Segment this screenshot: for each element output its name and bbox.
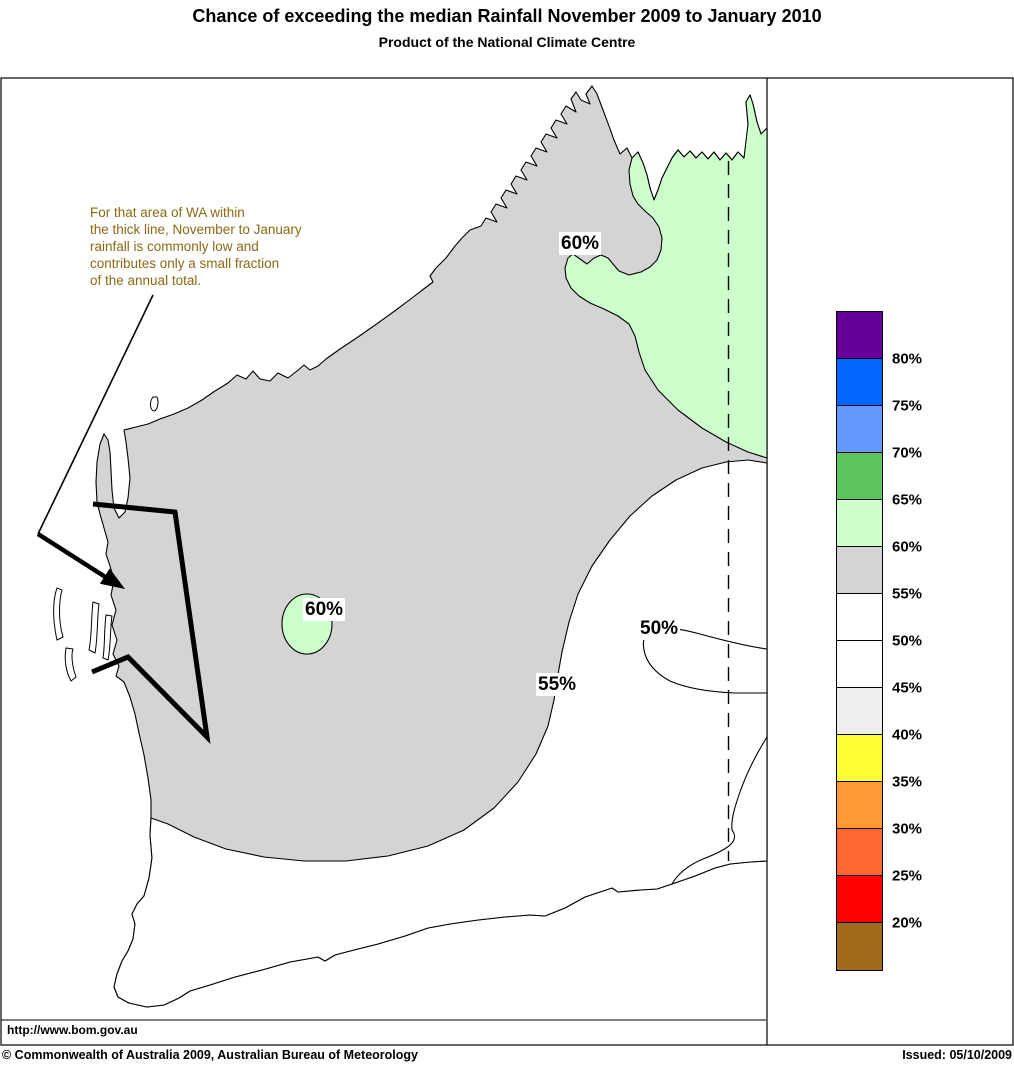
legend-label: 20% — [892, 914, 923, 932]
annotation-arrowhead-icon — [99, 568, 125, 589]
legend-label: 70% — [892, 444, 923, 462]
legend-swatch-column — [836, 311, 883, 971]
legend-swatch — [837, 453, 882, 500]
annotation-line: contributes only a small fraction — [90, 256, 280, 271]
legend-swatch — [837, 876, 882, 923]
copyright-text: © Commonwealth of Australia 2009, Austra… — [2, 1048, 418, 1062]
annotation-leader-line — [37, 294, 154, 535]
legend-swatch — [837, 829, 882, 876]
contour-45-southeast — [671, 736, 768, 885]
region-green-kimberley — [564, 94, 768, 459]
legend-swatch — [837, 547, 882, 594]
legend-swatch — [837, 359, 882, 406]
island-shark-bay-peron-2 — [102, 614, 113, 661]
legend-label: 35% — [892, 773, 923, 791]
legend-swatch — [837, 406, 882, 453]
annotation-line: For that area of WA within — [90, 205, 245, 220]
contour-label-55: 55% — [536, 673, 579, 696]
contour-label-60-north: 60% — [559, 232, 602, 255]
legend-swatch — [837, 594, 882, 641]
legend-label: 25% — [892, 867, 923, 885]
contour-label-50: 50% — [638, 617, 681, 640]
legend-swatch — [837, 735, 882, 782]
issued-date: Issued: 05/10/2009 — [902, 1048, 1012, 1062]
legend-swatch — [837, 641, 882, 688]
legend-label: 65% — [892, 491, 923, 509]
annotation-text: For that area of WA within the thick lin… — [90, 204, 350, 289]
legend-label: 80% — [892, 350, 923, 368]
legend-label: 45% — [892, 679, 923, 697]
annotation-line: the thick line, November to January — [90, 222, 302, 237]
annotation-arrow-shaft — [36, 532, 109, 580]
page-subtitle: Product of the National Climate Centre — [378, 34, 636, 50]
contour-label-60-blob: 60% — [303, 598, 346, 621]
legend-label: 30% — [892, 820, 923, 838]
legend-label: 75% — [892, 397, 923, 415]
thick-area-outline — [91, 501, 211, 745]
annotation-line: rainfall is commonly low and — [90, 239, 259, 254]
island-shark-bay-peron-1 — [88, 601, 100, 654]
legend-label: 40% — [892, 726, 923, 744]
legend-label: 60% — [892, 538, 923, 556]
legend-label: 50% — [892, 632, 923, 650]
legend-swatch — [837, 312, 882, 359]
annotation-line: of the annual total. — [90, 273, 202, 288]
page-title: Chance of exceeding the median Rainfall … — [192, 6, 822, 26]
bom-url-text: http://www.bom.gov.au — [7, 1023, 138, 1037]
island-barrow — [150, 396, 159, 412]
legend-swatch — [837, 923, 882, 970]
island-shark-bay-outer-1 — [53, 587, 64, 641]
legend-swatch — [837, 500, 882, 547]
legend-swatch — [837, 782, 882, 829]
island-shark-bay-outer-2 — [64, 647, 77, 682]
legend-swatch — [837, 688, 882, 735]
legend-label: 55% — [892, 585, 923, 603]
